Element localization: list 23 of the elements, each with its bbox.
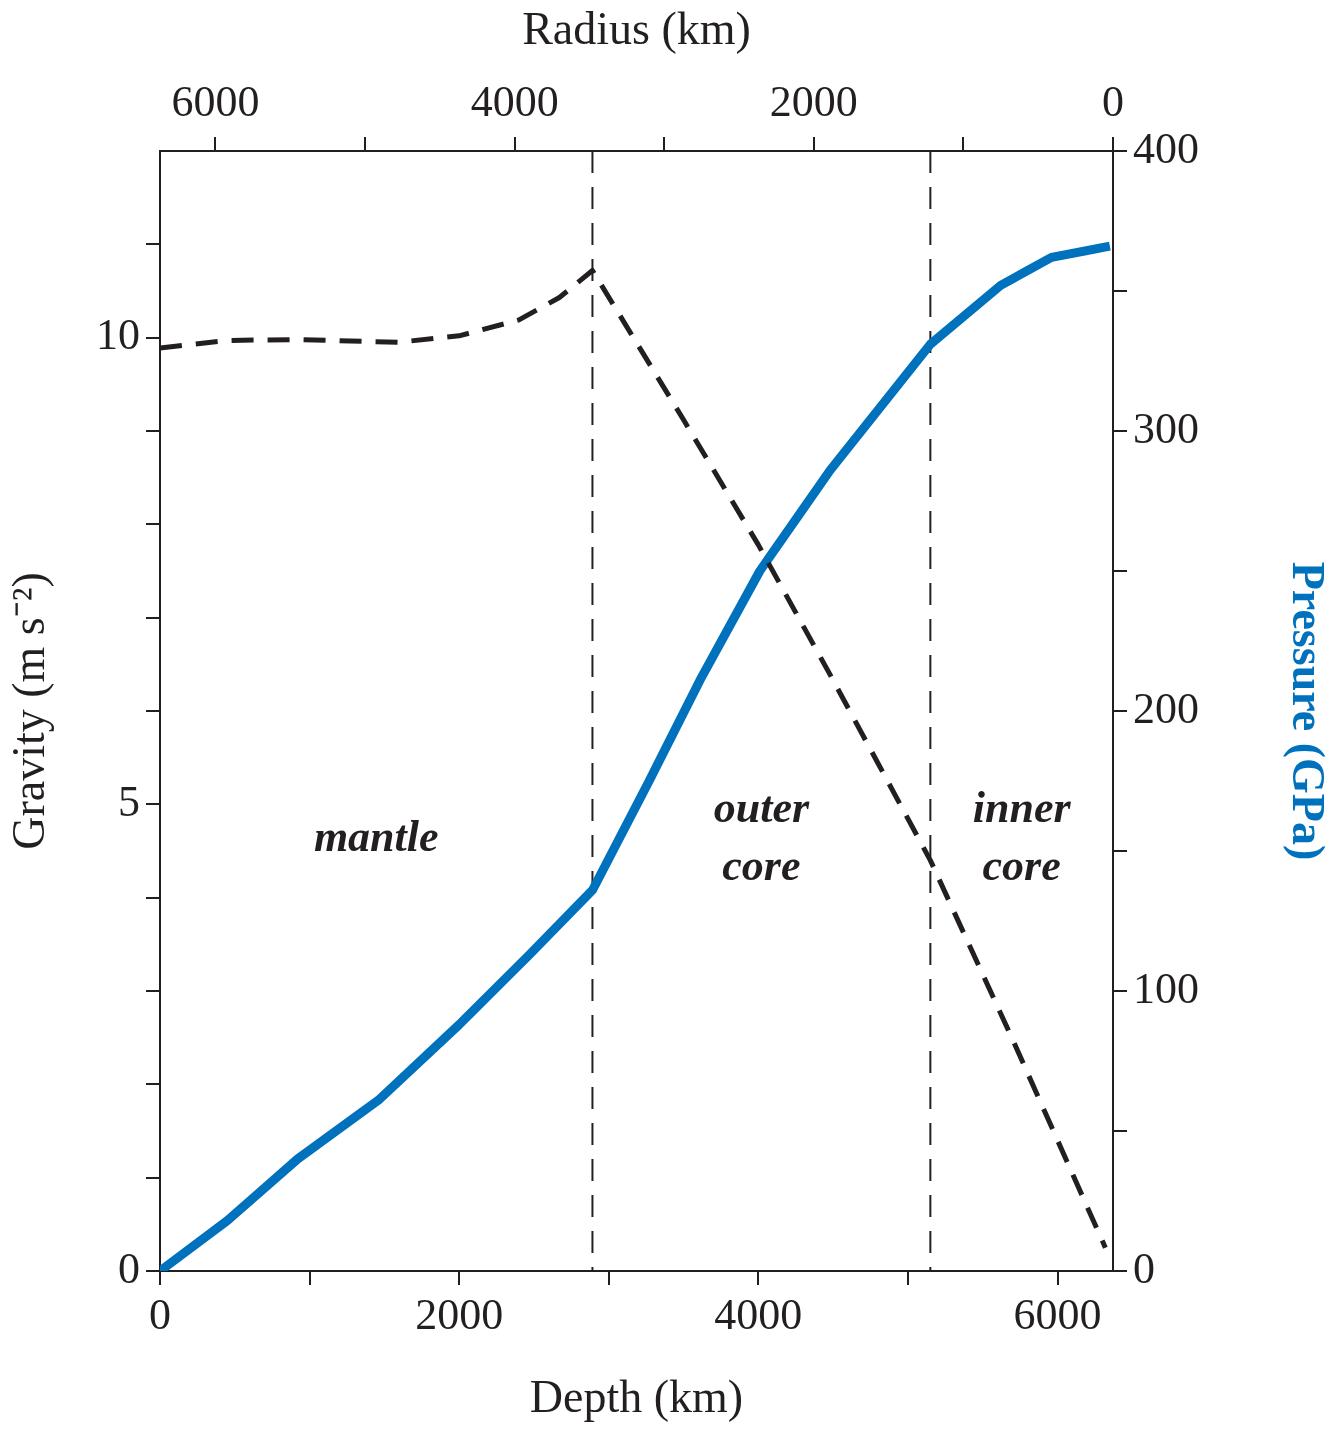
x-tick-label: 0 — [149, 1289, 171, 1339]
y2-axis-title: Pressure (GPa) — [1282, 561, 1334, 861]
y2-tick-label: 200 — [1133, 683, 1199, 733]
x-tick-label: 4000 — [714, 1289, 803, 1339]
x2-tick-label: 2000 — [769, 77, 858, 127]
y2-tick-label: 400 — [1133, 123, 1199, 173]
x2-tick-label: 4000 — [470, 77, 559, 127]
y-axis-title: Gravity (m s⁻²) — [2, 572, 54, 850]
x2-tick-label: 6000 — [171, 77, 260, 127]
x-tick-label: 2000 — [415, 1289, 504, 1339]
annotation: outer core — [713, 783, 810, 891]
x2-axis-title: Radius (km) — [522, 2, 751, 54]
annotation: inner core — [972, 783, 1072, 891]
x-axis-title: Depth (km) — [529, 1371, 744, 1423]
annotation: mantle — [313, 812, 439, 862]
y2-tick-label: 0 — [1133, 1243, 1155, 1293]
y-tick-label: 0 — [118, 1243, 140, 1293]
y-tick-label: 5 — [118, 776, 140, 826]
x-tick-label: 6000 — [1013, 1289, 1102, 1339]
y2-tick-label: 100 — [1133, 963, 1199, 1013]
y2-tick-label: 300 — [1133, 403, 1199, 453]
y-tick-label: 10 — [96, 310, 140, 360]
x2-tick-label: 0 — [1102, 77, 1124, 127]
